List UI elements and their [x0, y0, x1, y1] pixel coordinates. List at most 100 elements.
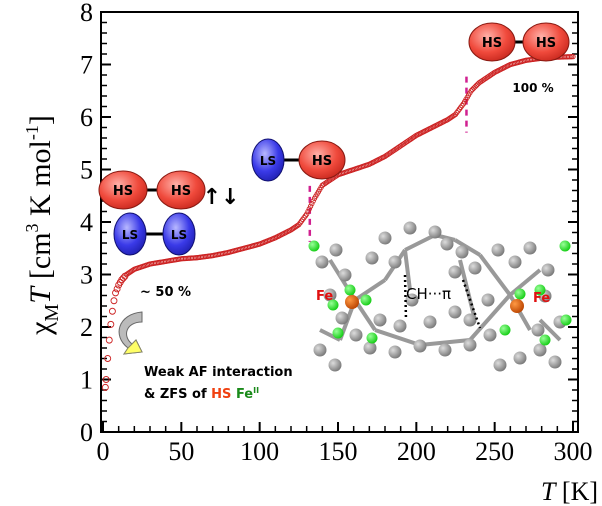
axes: 0 1 2 3 4 5 6 7 8 0 50 100 150 200 250 300	[80, 0, 593, 466]
data-point	[112, 289, 119, 297]
bond	[453, 238, 482, 257]
nitrogen-atom	[308, 240, 320, 252]
carbon-atom	[438, 343, 452, 357]
data-point	[101, 383, 109, 391]
data-point	[310, 198, 316, 204]
pct50-label: ~ 50 %	[140, 285, 191, 300]
ch-pi-label: CH···π	[406, 285, 451, 303]
carbon-atom	[335, 311, 349, 325]
bond	[353, 278, 387, 302]
x-tick-label: 300	[554, 437, 593, 466]
carbon-atom	[328, 358, 342, 372]
bond	[508, 268, 542, 297]
y-tick-label: 5	[80, 156, 93, 185]
y-axis-label: χMT[cm3 K mol-1]	[22, 115, 63, 336]
carbon-atom	[448, 265, 462, 279]
data-points	[101, 53, 576, 391]
hs-label: HS	[536, 36, 556, 51]
carbon-atom	[388, 255, 402, 269]
hs-label: HS	[312, 154, 332, 169]
y-tick-label: 0	[80, 418, 93, 447]
carbon-atom	[523, 241, 537, 255]
nitrogen-atom	[332, 327, 344, 339]
carbon-atom	[513, 351, 527, 365]
x-tick-label: 50	[168, 437, 194, 466]
data-point	[104, 355, 112, 362]
x-axis-label: T [K]	[541, 477, 598, 506]
carbon-atom	[413, 339, 427, 353]
data-point	[570, 53, 576, 60]
data-point	[107, 320, 115, 328]
nitrogen-atom	[344, 284, 356, 296]
data-point	[105, 336, 113, 344]
y-tick-label: 8	[80, 0, 93, 27]
carbon-atom	[448, 305, 462, 319]
carbon-atom	[440, 237, 454, 251]
carbon-atom	[548, 355, 562, 369]
carbon-atom	[378, 231, 392, 245]
hs-sphere	[156, 170, 206, 210]
ls-sphere	[251, 138, 285, 182]
hs-label: HS	[113, 184, 133, 199]
bond	[403, 249, 412, 291]
hs-label: HS	[171, 184, 191, 199]
data-point	[119, 274, 127, 282]
nitrogen-atom	[539, 334, 551, 346]
carbon-atom	[508, 255, 522, 269]
pct100-label: 100 %	[512, 81, 553, 95]
nitrogen-atom	[360, 294, 372, 306]
data-point	[306, 206, 312, 212]
nitrogen-atom	[499, 324, 511, 336]
hs-sphere	[298, 140, 346, 180]
nitrogen-atom	[559, 240, 571, 252]
ls-label: LS	[122, 228, 138, 242]
carbon-atom	[428, 225, 442, 239]
ls-label: LS	[171, 228, 187, 242]
x-tick-label: 150	[319, 437, 358, 466]
hs-sphere	[522, 22, 570, 62]
annotations: HS HS 100 % LS HS HS HS LS LS ↑↓ ~ 50 % …	[98, 22, 570, 402]
nitrogen-atom	[534, 284, 546, 296]
carbon-atom	[349, 328, 363, 342]
data-point	[113, 285, 121, 293]
weak-af-line1: Weak AF interaction	[144, 365, 293, 380]
carbon-atom	[403, 221, 417, 235]
carbon-atom	[468, 261, 482, 275]
hs-label: HS	[482, 36, 502, 51]
bond	[468, 293, 512, 342]
data-point	[309, 200, 315, 207]
carbon-atom	[388, 345, 402, 359]
molecule-structure	[308, 221, 572, 372]
y-tick-label: 6	[80, 103, 93, 132]
x-tick-label: 250	[475, 437, 514, 466]
data-point	[304, 211, 310, 217]
data-point	[110, 297, 118, 305]
carbon-atom	[365, 251, 379, 265]
carbon-atom	[483, 328, 497, 342]
carbon-atom	[373, 313, 387, 327]
carbon-atom	[329, 243, 343, 257]
spin-arrows: ↑↓	[203, 185, 240, 210]
data-point	[307, 203, 314, 209]
carbon-atom	[463, 313, 477, 327]
carbon-atom	[491, 243, 505, 257]
fe-label-left: Fe	[316, 289, 333, 304]
hs-sphere	[98, 170, 148, 210]
carbon-atom	[455, 245, 469, 259]
carbon-atom	[531, 323, 545, 337]
carbon-atom	[315, 255, 329, 269]
weak-af-line2: & ZFS of HS FeII	[144, 386, 259, 402]
fe-label-right: Fe	[533, 291, 550, 306]
bond	[353, 298, 377, 332]
iron-atom	[510, 299, 524, 313]
x-tick-label: 0	[97, 437, 110, 466]
carbon-atom	[313, 343, 327, 357]
carbon-atom	[533, 343, 547, 357]
bond	[538, 318, 562, 342]
data-point	[108, 307, 116, 315]
ls-sphere	[162, 212, 196, 256]
x-tick-label: 100	[240, 437, 279, 466]
carbon-atom	[405, 293, 419, 307]
iron-atom	[345, 295, 359, 309]
